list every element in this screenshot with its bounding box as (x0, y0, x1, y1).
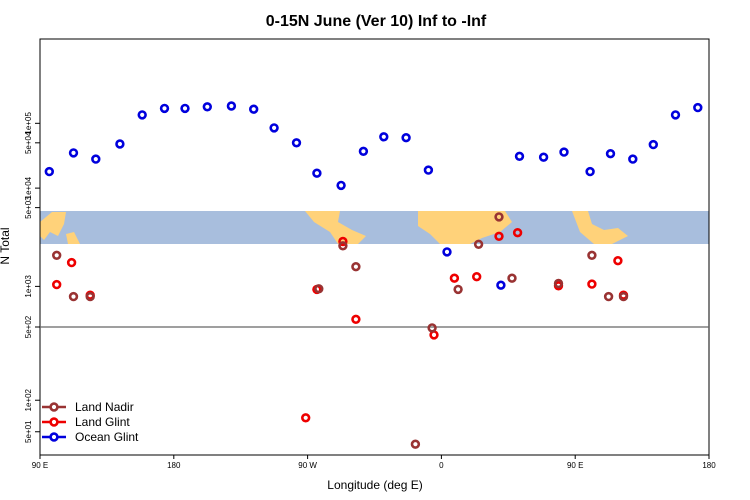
land-nadir-point-2 (85, 291, 95, 302)
x-axis-label: Longitude (deg E) (327, 478, 422, 492)
ocean-glint-point-10 (269, 123, 279, 133)
land-glint-point-11 (512, 228, 523, 238)
ocean-glint-point-2 (91, 154, 101, 164)
ocean-glint-point-14 (358, 146, 369, 157)
land-nadir-point-3 (314, 284, 324, 294)
legend-label-ocean-glint: Ocean Glint (75, 430, 139, 444)
map-land-africa (418, 211, 512, 244)
ocean-glint-point-18 (442, 247, 452, 257)
y-tick-label-upper-3: 1e+05 (24, 112, 33, 135)
map-land-americas (305, 211, 366, 244)
y-tick-label-upper-0: 5e+03 (24, 196, 33, 219)
x-tick-label-2: 90 W (298, 461, 317, 470)
land-nadir-point-1 (68, 291, 79, 302)
ocean-glint-point-27 (670, 110, 681, 120)
land-nadir-point-9 (473, 239, 484, 250)
chart-title: 0-15N June (Ver 10) Inf to -Inf (266, 13, 487, 30)
ocean-glint-point-26 (648, 139, 658, 150)
ocean-glint-point-16 (401, 133, 411, 143)
ocean-glint-point-20 (514, 151, 525, 162)
legend-label-land-glint: Land Glint (75, 415, 130, 429)
land-glint-point-14 (613, 256, 623, 266)
land-nadir-point-11 (507, 273, 517, 283)
land-glint-point-0 (51, 279, 62, 290)
legend-label-land-nadir: Land Nadir (75, 400, 134, 414)
legend-marker-ocean-glint (49, 432, 59, 442)
map-land-australia (66, 232, 80, 244)
ocean-glint-point-15 (379, 132, 389, 142)
map-land-asia-east (572, 211, 628, 244)
ocean-glint-point-23 (585, 166, 595, 177)
ocean-glint-point-17 (423, 165, 434, 175)
ocean-glint-point-6 (180, 103, 190, 114)
ocean-glint-point-25 (628, 154, 638, 164)
y-tick-label-lower-0: 5e+01 (24, 420, 33, 443)
y-tick-label-upper-1: 1e+04 (24, 176, 33, 199)
ocean-glint-point-7 (202, 102, 213, 112)
land-nadir-point-12 (553, 278, 564, 289)
y-tick-label-middle-0: 1e+03 (24, 275, 33, 298)
y-tick-label-lower-2: 5e+02 (24, 315, 33, 338)
ocean-glint-point-3 (115, 139, 125, 149)
land-nadir-point-10 (494, 212, 504, 222)
ocean-glint-point-21 (538, 152, 549, 162)
land-nadir-point-0 (51, 250, 62, 261)
ocean-glint-point-8 (226, 101, 237, 111)
x-axis-ticks: 90 E 180 90 W 0 90 E 180 (32, 455, 716, 470)
ocean-glint-point-0 (44, 166, 54, 177)
ocean-glint-point-1 (68, 148, 79, 158)
land-nadir-point-15 (618, 291, 629, 302)
ocean-glint-point-5 (159, 103, 170, 114)
ocean-glint-point-22 (559, 147, 569, 157)
y-tick-label-lower-1: 1e+02 (24, 388, 33, 411)
plot-frame (39, 38, 710, 456)
land-nadir-point-8 (453, 284, 463, 295)
land-nadir-point-14 (603, 291, 614, 302)
x-tick-label-5: 180 (702, 461, 716, 470)
land-nadir-point-6 (427, 323, 437, 333)
ocean-glint-point-28 (693, 102, 703, 113)
ocean-glint-point-19 (496, 280, 506, 290)
land-nadir-point-5 (351, 262, 361, 272)
land-nadir-point-7 (410, 439, 421, 449)
ocean-glint-point-4 (137, 110, 147, 120)
ocean-glint-point-24 (605, 149, 616, 159)
land-glint-point-6 (301, 413, 311, 423)
x-tick-label-3: 0 (439, 461, 444, 470)
ocean-glint-point-11 (291, 138, 302, 148)
legend-marker-land-nadir (49, 402, 59, 412)
x-tick-label-4: 90 E (567, 461, 583, 470)
y-axis-label: N Total (0, 227, 12, 264)
data-points (44, 101, 703, 449)
land-glint-point-1 (66, 257, 77, 268)
ocean-glint-point-13 (336, 180, 346, 191)
legend-marker-land-glint (49, 417, 59, 427)
ocean-glint-point-12 (312, 168, 322, 178)
x-tick-label-1: 180 (167, 461, 181, 470)
x-tick-label-0: 90 E (32, 461, 48, 470)
land-glint-point-5 (351, 314, 361, 324)
land-glint-point-4 (338, 236, 348, 247)
y-tick-label-upper-2: 5e+04 (24, 131, 33, 154)
land-nadir-point-4 (338, 241, 348, 251)
land-glint-point-10 (494, 231, 504, 242)
ocean-glint-point-9 (249, 104, 259, 114)
world-map-strip (40, 211, 709, 244)
land-glint-point-9 (472, 272, 482, 282)
land-glint-point-8 (449, 273, 460, 283)
map-land-asia (40, 212, 66, 240)
land-nadir-point-13 (587, 250, 597, 261)
land-glint-point-13 (587, 279, 597, 289)
